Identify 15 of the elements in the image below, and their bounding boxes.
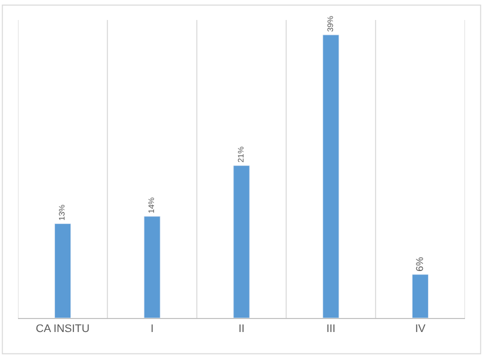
bar (322, 34, 340, 318)
x-tick-label: I (150, 323, 154, 336)
bar (233, 165, 250, 318)
bar (144, 216, 160, 318)
data-label: 39% (326, 16, 335, 32)
x-tick-label: CA INSITU (36, 323, 90, 336)
data-label: 13% (58, 204, 67, 221)
bar (412, 274, 429, 318)
data-label: 14% (147, 197, 156, 214)
bar (54, 223, 71, 318)
data-label: 6% (414, 256, 426, 272)
x-tick-label: II (238, 323, 245, 336)
x-tick-label: IV (415, 323, 426, 336)
x-tick-label: III (326, 323, 336, 336)
data-label: 21% (236, 146, 246, 163)
